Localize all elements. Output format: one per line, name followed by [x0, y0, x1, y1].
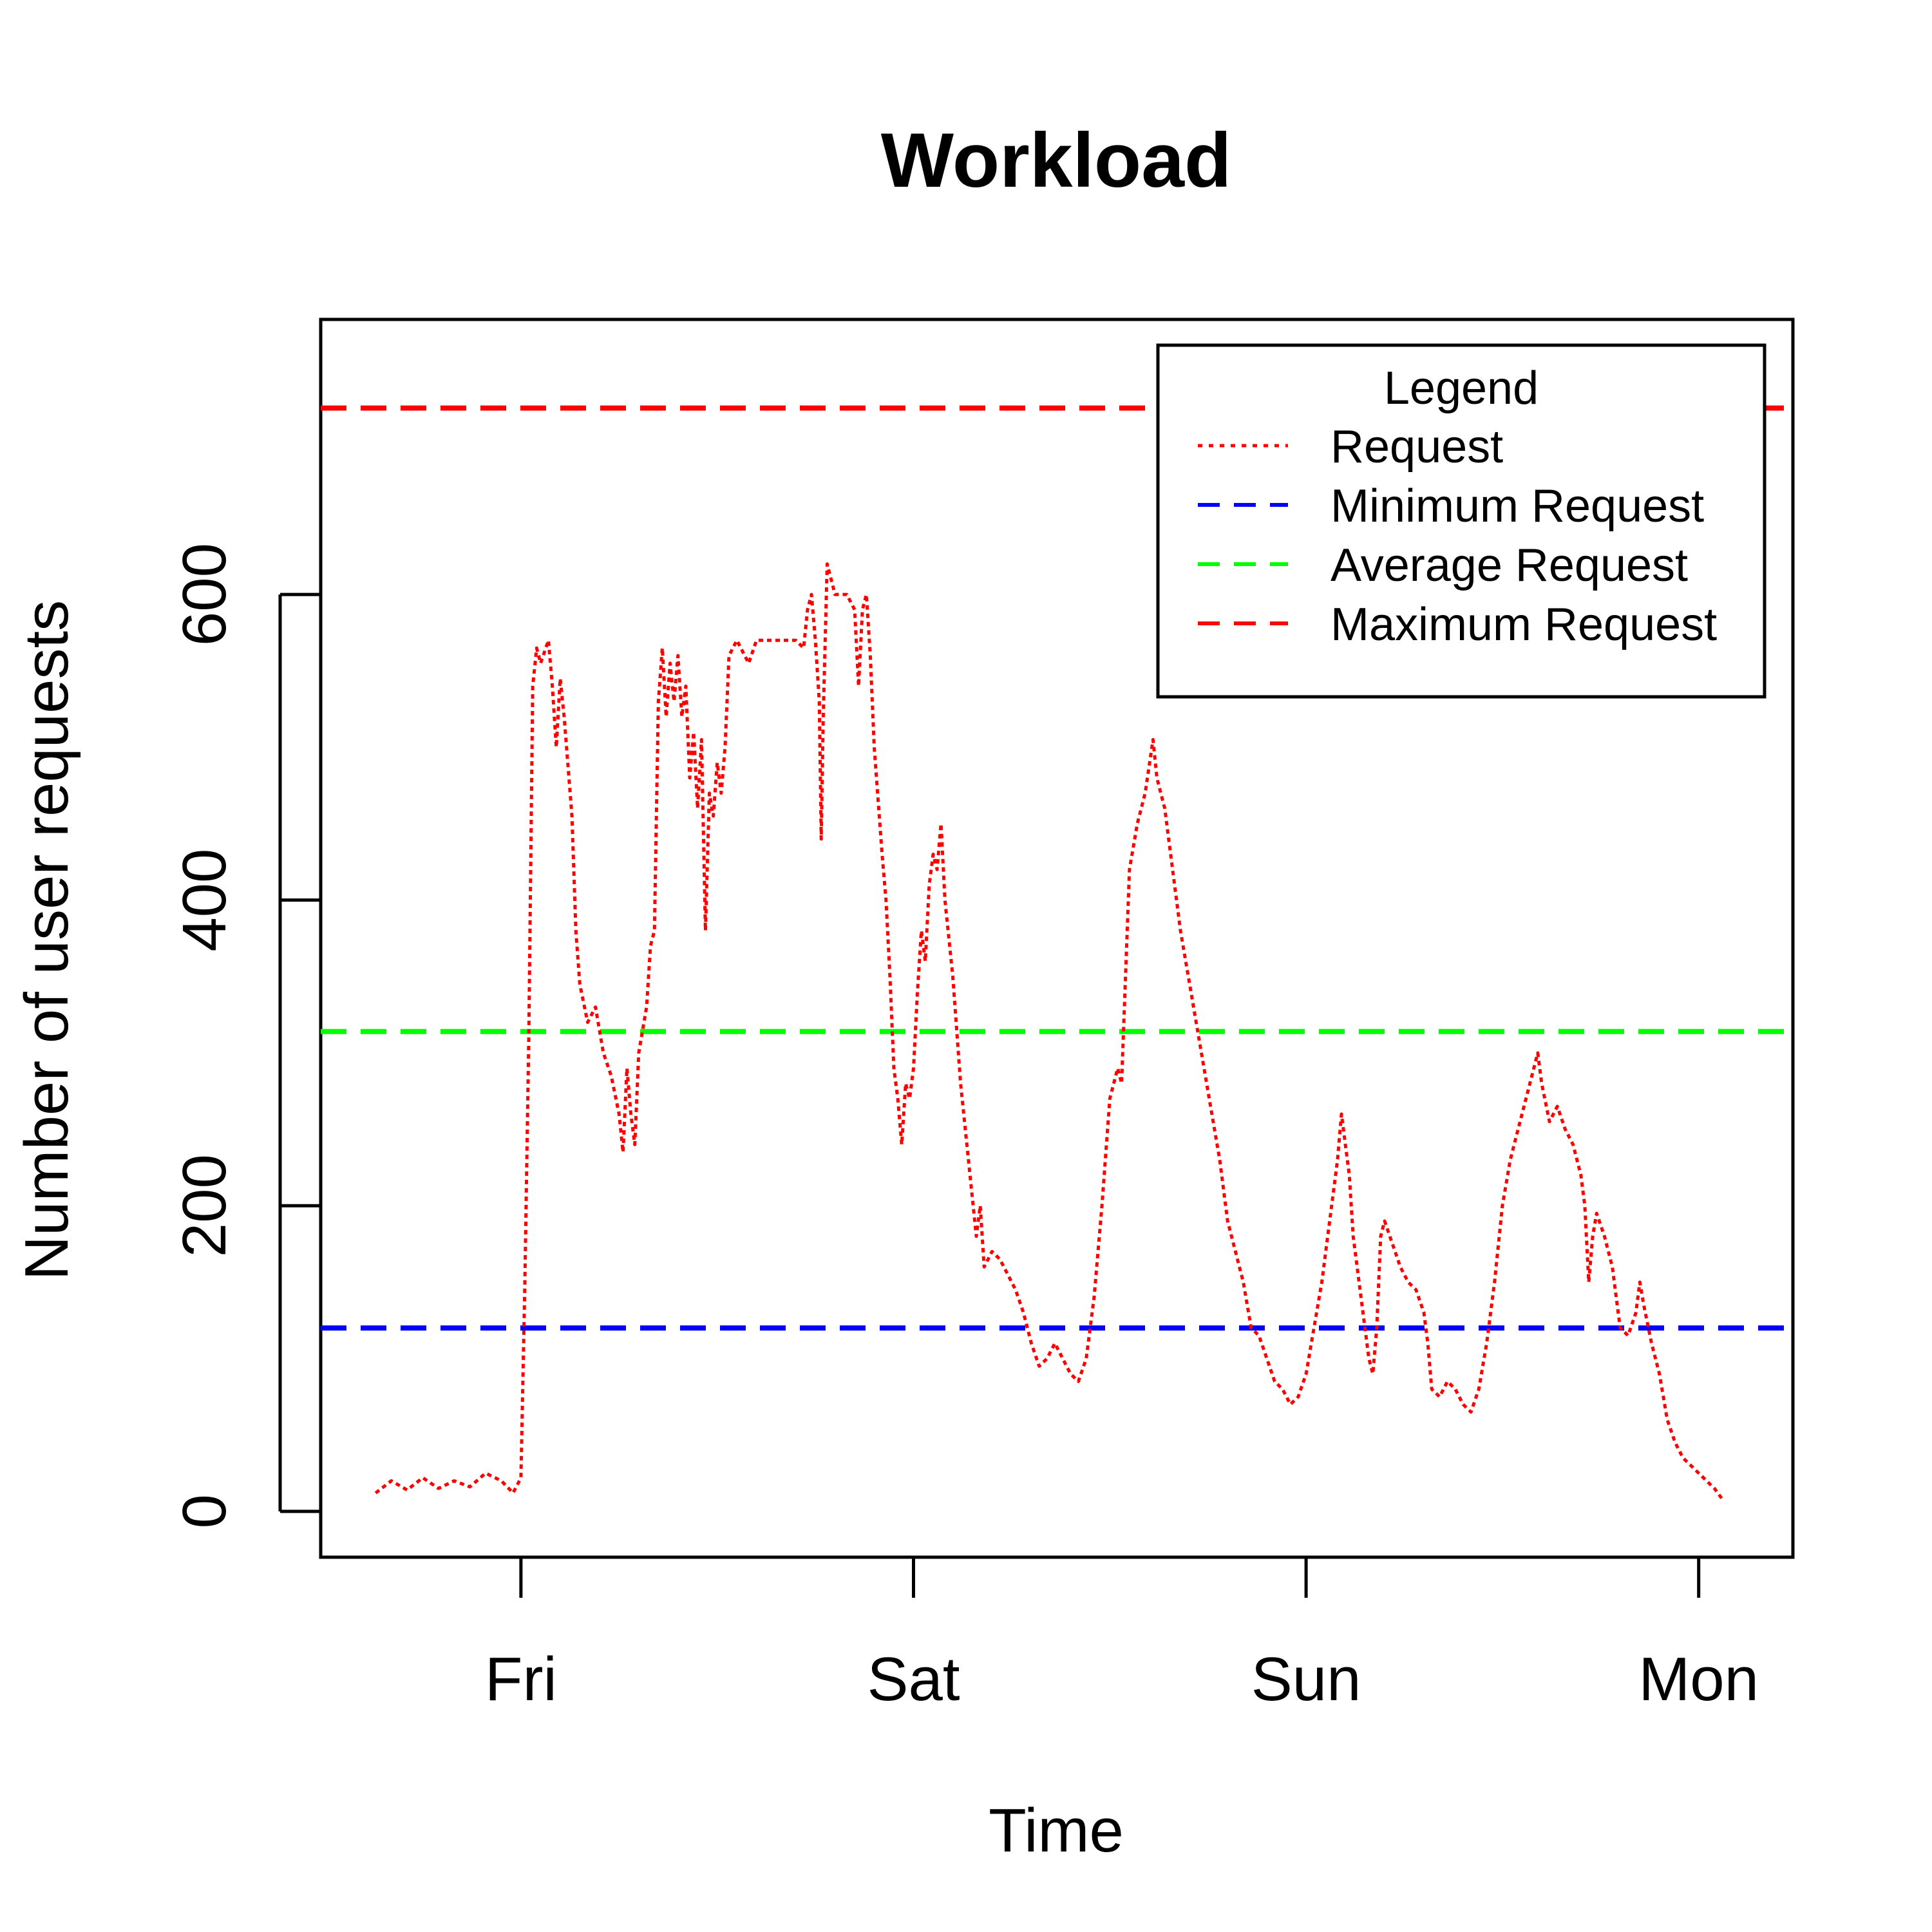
legend: Legend Request Minimum Request Average Req… [1156, 343, 1766, 699]
legend-label-average-request: Average Request [1331, 540, 1688, 591]
legend-box [1156, 343, 1766, 699]
x-tick-label-fri: Fri [485, 1645, 557, 1714]
x-axis-label: Time [989, 1796, 1124, 1865]
y-tick-label-0: 0 [170, 1494, 239, 1528]
y-axis: 0 200 400 600 [170, 543, 321, 1528]
y-axis-label: Number of user requests [12, 600, 81, 1280]
legend-label-minimum-request: Minimum Request [1331, 480, 1704, 532]
x-tick-label-sat: Sat [867, 1645, 960, 1714]
y-tick-label-400: 400 [170, 849, 239, 952]
y-tick-label-600: 600 [170, 543, 239, 646]
chart-title: Workload [881, 117, 1232, 204]
x-tick-label-sun: Sun [1251, 1645, 1361, 1714]
plot-area [319, 317, 1795, 1559]
legend-label-maximum-request: Maximum Request [1331, 599, 1717, 650]
x-axis: Fri Sat Sun Mon [485, 1557, 1759, 1714]
legend-label-request: Request [1331, 421, 1503, 473]
plot-frame [319, 317, 1795, 1559]
x-tick-label-mon: Mon [1638, 1645, 1759, 1714]
legend-title: Legend [1384, 363, 1539, 414]
y-tick-label-200: 200 [170, 1154, 239, 1257]
reference-lines [321, 405, 1793, 1331]
legend-entries: Request Minimum Request Average Request Max… [1198, 421, 1717, 650]
